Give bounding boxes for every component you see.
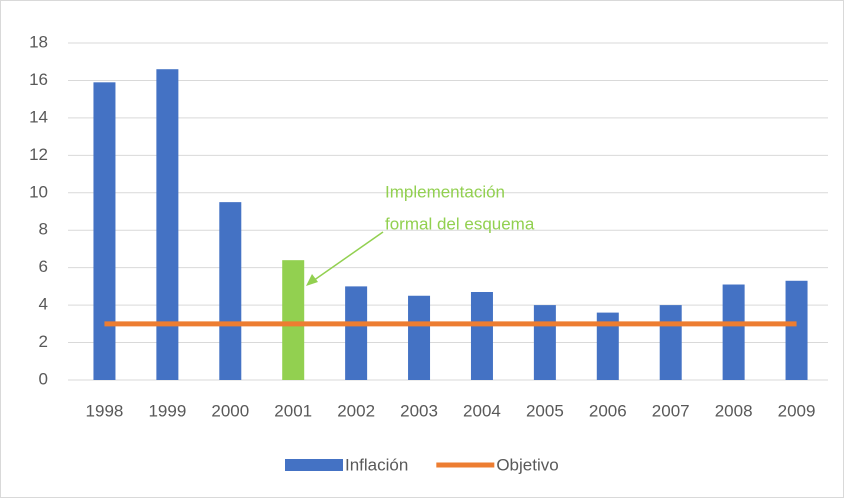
legend-swatch xyxy=(285,459,343,471)
bar xyxy=(282,260,305,380)
x-tick-label: 2004 xyxy=(463,401,501,420)
x-tick-label: 2008 xyxy=(715,401,753,420)
y-tick-label: 18 xyxy=(29,32,48,51)
x-tick-label: 2002 xyxy=(337,401,375,420)
bar xyxy=(408,295,431,380)
y-tick-label: 8 xyxy=(39,220,48,239)
x-tick-label: 2005 xyxy=(526,401,564,420)
annotation-arrow xyxy=(309,231,384,284)
y-tick-label: 12 xyxy=(29,145,48,164)
x-tick-label: 2003 xyxy=(400,401,438,420)
bar xyxy=(219,202,242,380)
x-tick-label: 2000 xyxy=(211,401,249,420)
bar xyxy=(93,82,116,381)
x-tick-label: 1999 xyxy=(148,401,186,420)
x-tick-label: 1998 xyxy=(86,401,124,420)
y-tick-label: 2 xyxy=(39,332,48,351)
legend-label: Objetivo xyxy=(496,455,558,474)
legend-label: Inflación xyxy=(345,455,408,474)
y-tick-label: 6 xyxy=(39,257,48,276)
annotation-arrowhead xyxy=(306,274,318,286)
y-tick-label: 0 xyxy=(39,369,48,388)
bar xyxy=(345,286,368,380)
x-tick-label: 2006 xyxy=(589,401,627,420)
x-tick-label: 2009 xyxy=(778,401,816,420)
annotation-text: Implementación xyxy=(385,182,505,201)
bar xyxy=(470,292,493,380)
bar xyxy=(722,284,745,380)
x-tick-label: 2001 xyxy=(274,401,312,420)
bar xyxy=(533,305,556,380)
bar xyxy=(785,280,808,380)
y-tick-label: 14 xyxy=(29,107,48,126)
bar xyxy=(156,69,179,380)
bar xyxy=(596,312,619,380)
annotation-text: formal del esquema xyxy=(385,214,535,233)
bar xyxy=(659,305,682,380)
y-tick-label: 4 xyxy=(39,295,48,314)
y-tick-label: 16 xyxy=(29,70,48,89)
y-tick-label: 10 xyxy=(29,182,48,201)
x-tick-label: 2007 xyxy=(652,401,690,420)
